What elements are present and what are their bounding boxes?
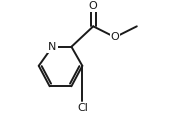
Text: O: O (111, 32, 119, 42)
Text: O: O (89, 1, 98, 11)
Text: Cl: Cl (77, 103, 88, 113)
Text: N: N (48, 42, 56, 52)
